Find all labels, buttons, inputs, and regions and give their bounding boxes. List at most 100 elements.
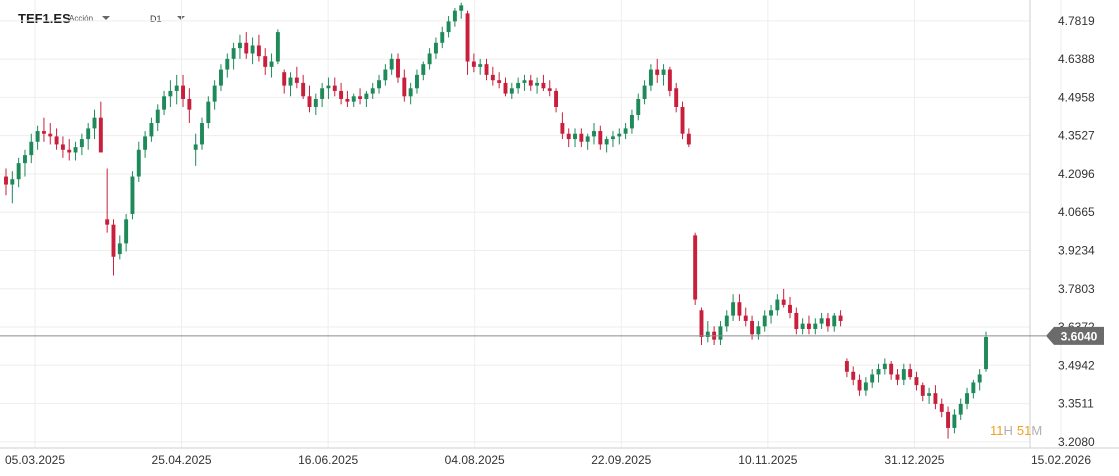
candle [794, 307, 799, 335]
candle [775, 294, 780, 316]
candle [844, 358, 849, 378]
candle [370, 82, 375, 99]
candle [927, 387, 932, 404]
candle [446, 16, 451, 38]
candle [598, 125, 603, 150]
candle [611, 131, 615, 148]
candle [181, 74, 185, 107]
candle [48, 123, 53, 145]
candle [882, 358, 887, 375]
candle [851, 366, 856, 386]
candle [724, 310, 729, 332]
chevron-down-icon[interactable] [177, 16, 185, 20]
candle [79, 133, 84, 156]
candle [193, 133, 198, 166]
candle [547, 80, 552, 97]
candle [187, 88, 192, 124]
y-tick-label: 4.6388 [1058, 52, 1095, 66]
candle [946, 406, 951, 439]
candle [389, 53, 394, 75]
candle [769, 304, 773, 324]
y-tick-label: 3.2080 [1058, 435, 1095, 449]
candle [105, 168, 110, 233]
candle [939, 398, 944, 418]
candle [168, 80, 173, 107]
candle [452, 8, 457, 27]
candle [661, 64, 666, 86]
candle [10, 171, 15, 204]
countdown-hours-unit: H [1003, 423, 1013, 438]
candle [958, 398, 963, 420]
candle [212, 80, 217, 110]
candle [219, 64, 223, 91]
y-tick-label: 4.4958 [1058, 90, 1095, 104]
candle [876, 363, 881, 383]
candle [535, 77, 540, 94]
candle [358, 88, 363, 105]
candle [573, 128, 577, 148]
x-tick-label: 16.06.2025 [298, 453, 358, 467]
candle [67, 139, 72, 161]
candle [933, 385, 938, 410]
candle [762, 310, 767, 332]
candle [269, 53, 274, 78]
candle [130, 171, 135, 220]
current-price-tag [1046, 326, 1104, 345]
candle [686, 128, 691, 148]
candle [427, 48, 432, 70]
candle [383, 64, 388, 86]
candle [838, 310, 843, 327]
candle [737, 294, 742, 321]
y-tick-label: 4.2096 [1058, 167, 1095, 181]
candle [914, 371, 919, 391]
timeframe-selector[interactable]: D1 [150, 14, 162, 24]
instrument-type-label: Acción [69, 14, 94, 23]
candle [693, 232, 698, 305]
candle [396, 53, 400, 83]
y-tick-label: 4.3527 [1058, 129, 1095, 143]
candle [819, 312, 824, 329]
candle [636, 93, 641, 121]
candle [124, 213, 129, 252]
candle [674, 82, 679, 113]
candle [174, 74, 179, 105]
candle [718, 320, 723, 346]
x-axis-tick-labels: 05.03.2025 25.04.2025 16.06.2025 04.08.2025… [5, 453, 1091, 467]
candle [402, 69, 407, 102]
candle [155, 104, 160, 132]
candle [136, 141, 141, 182]
candle [421, 61, 426, 81]
candle [522, 74, 527, 91]
candle [629, 109, 634, 134]
chevron-down-icon[interactable] [102, 16, 110, 20]
candle [655, 58, 660, 83]
x-tick-label: 10.11.2025 [738, 453, 797, 467]
candle [275, 29, 280, 65]
candle [585, 133, 590, 150]
candle [516, 77, 521, 94]
symbol-label[interactable]: TEF1.ES [18, 11, 71, 26]
candle [288, 72, 293, 97]
candle [705, 320, 710, 343]
candle [29, 133, 34, 164]
candle [965, 387, 969, 410]
candle [952, 409, 957, 434]
candle [54, 128, 59, 150]
candle [86, 123, 91, 150]
candle [111, 219, 116, 276]
y-tick-label: 4.7819 [1058, 14, 1095, 28]
candle [825, 312, 830, 332]
candle [554, 88, 559, 113]
x-tick-label: 25.04.2025 [152, 453, 212, 467]
candle [471, 53, 476, 73]
candle [478, 58, 483, 75]
candle [301, 74, 306, 99]
candle [162, 90, 167, 116]
candle [313, 93, 318, 116]
candle [680, 101, 685, 140]
candle [490, 66, 495, 86]
candles [4, 2, 988, 439]
candle [415, 69, 419, 94]
candle [528, 74, 533, 91]
